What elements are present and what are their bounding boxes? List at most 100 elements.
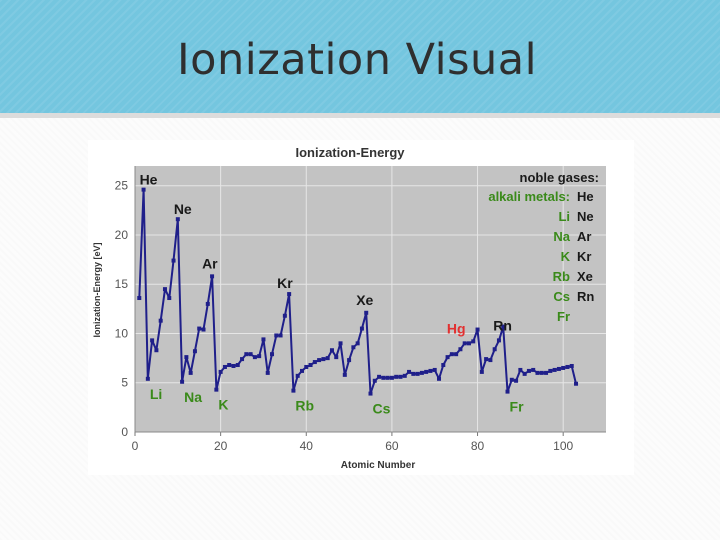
data-point: [214, 387, 219, 392]
data-point: [428, 368, 433, 373]
data-point: [462, 341, 467, 346]
element-label-ar: Ar: [202, 255, 218, 271]
legend-alkali-title: alkali metals:: [488, 189, 570, 204]
legend: noble gases: alkali metals: He Ne Ar Kr Xe Rn Li…: [488, 170, 599, 324]
data-point: [432, 367, 437, 372]
data-point: [522, 371, 527, 376]
data-point: [154, 348, 159, 353]
data-point: [252, 355, 257, 360]
data-point: [556, 366, 561, 371]
data-point: [505, 389, 510, 394]
data-point: [235, 363, 240, 368]
data-point: [184, 355, 189, 360]
data-point: [158, 318, 163, 323]
legend-alkali-item: Li: [558, 209, 570, 224]
data-point: [167, 296, 172, 301]
ionization-chart: 0 5 10 15 20 25 0 20 40 60 80 100 He Ne Ar Kr Xe Rn Hg Li N…: [88, 140, 634, 475]
data-point: [222, 364, 227, 369]
data-point: [377, 374, 382, 379]
data-point: [282, 313, 287, 318]
axes: 0 5 10 15 20 25 0 20 40 60 80 100: [115, 166, 606, 453]
element-label-fr: Fr: [510, 399, 525, 415]
data-point: [244, 352, 249, 357]
data-point: [372, 378, 377, 383]
data-point: [398, 374, 403, 379]
legend-alkali-item: Cs: [553, 289, 570, 304]
data-point: [368, 391, 373, 396]
data-point: [150, 338, 155, 343]
data-point: [188, 370, 193, 375]
data-point: [227, 363, 232, 368]
element-label-he: He: [140, 172, 158, 188]
data-point: [231, 363, 236, 368]
data-point: [278, 333, 283, 338]
legend-noble-item: He: [577, 189, 594, 204]
x-tick-label: 0: [132, 439, 139, 453]
data-point: [274, 333, 279, 338]
data-point: [338, 341, 343, 346]
data-point: [201, 327, 206, 332]
x-tick-label: 80: [471, 439, 485, 453]
chart-figure: 0 5 10 15 20 25 0 20 40 60 80 100 He Ne Ar Kr Xe Rn Hg Li N…: [88, 140, 634, 475]
data-point: [471, 339, 476, 344]
data-point: [312, 360, 317, 365]
data-point: [531, 367, 536, 372]
data-point: [351, 345, 356, 350]
element-annotations: He Ne Ar Kr Xe Rn Hg Li Na K Rb Cs Fr: [140, 172, 525, 417]
title-band-divider: [0, 113, 720, 118]
y-axis-label: Ionization-Energy [eV]: [92, 242, 102, 337]
element-label-na: Na: [184, 389, 202, 405]
data-point: [218, 369, 223, 374]
x-axis-label: Atomic Number: [341, 460, 416, 471]
data-point: [381, 375, 386, 380]
y-tick-label: 10: [115, 326, 129, 340]
element-label-rn: Rn: [493, 318, 512, 334]
element-label-rb: Rb: [295, 398, 314, 414]
data-point: [552, 367, 557, 372]
data-point: [539, 370, 544, 375]
data-point: [415, 371, 420, 376]
data-point: [407, 369, 412, 374]
data-point: [141, 187, 146, 192]
element-label-k: K: [218, 397, 228, 413]
data-point: [561, 365, 566, 370]
data-point: [270, 352, 275, 357]
legend-alkali-item: Rb: [553, 269, 570, 284]
x-tick-label: 60: [385, 439, 399, 453]
data-point: [205, 301, 210, 306]
legend-alkali-item: K: [561, 249, 571, 264]
data-point: [479, 369, 484, 374]
data-point: [437, 376, 442, 381]
legend-alkali-item: Fr: [557, 309, 570, 324]
element-label-cs: Cs: [373, 401, 391, 417]
data-point: [574, 381, 579, 386]
data-point: [364, 310, 369, 315]
data-point: [389, 375, 394, 380]
legend-noble-item: Ne: [577, 209, 594, 224]
data-point: [548, 368, 553, 373]
data-point: [257, 354, 262, 359]
legend-noble-item: Rn: [577, 289, 594, 304]
legend-noble-title: noble gases:: [520, 170, 599, 185]
title-band: [0, 0, 720, 115]
data-point: [385, 375, 390, 380]
data-point: [535, 370, 540, 375]
data-point: [544, 370, 549, 375]
data-point: [347, 358, 352, 363]
data-point: [445, 355, 450, 360]
data-point: [402, 373, 407, 378]
data-point: [329, 348, 334, 353]
data-point: [265, 370, 270, 375]
data-point: [496, 338, 501, 343]
y-tick-label: 15: [115, 277, 129, 291]
legend-noble-item: Ar: [577, 229, 591, 244]
data-point: [287, 292, 292, 297]
x-tick-label: 20: [214, 439, 228, 453]
legend-noble-item: Kr: [577, 249, 591, 264]
data-point: [475, 327, 480, 332]
data-point: [192, 349, 197, 354]
data-point: [565, 364, 570, 369]
data-point: [458, 347, 463, 352]
data-point: [424, 369, 429, 374]
data-point: [291, 388, 296, 393]
